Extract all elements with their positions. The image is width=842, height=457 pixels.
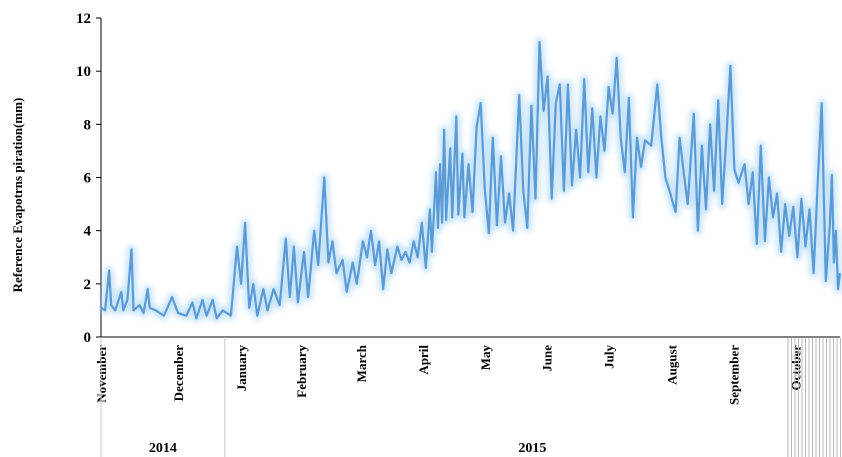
- y-axis-label: Reference Evapotrns piration(mm): [10, 98, 25, 293]
- month-label: September: [727, 345, 742, 405]
- series-line: [100, 40, 842, 320]
- month-label: June: [540, 345, 555, 372]
- y-tick-label: 6: [84, 171, 92, 187]
- month-label: May: [478, 345, 493, 371]
- y-tick-label: 2: [84, 277, 92, 293]
- y-tick-label: 10: [76, 64, 91, 80]
- month-label: March: [354, 344, 369, 382]
- month-label: August: [665, 344, 680, 384]
- month-label: February: [294, 345, 309, 398]
- y-tick-label: 0: [84, 330, 92, 346]
- x-axis: NovemberDecemberJanuaryFebruaryMarchApri…: [94, 336, 841, 457]
- y-axis: 0 2 4 6 8 10 12: [76, 11, 102, 346]
- month-label: January: [234, 345, 249, 392]
- month-label: December: [171, 345, 186, 402]
- month-label: July: [602, 345, 617, 369]
- month-label: October: [788, 345, 803, 391]
- category-band-hatch: [787, 338, 841, 457]
- year-label: 2014: [149, 441, 177, 456]
- series-layer: [98, 37, 842, 323]
- month-label: April: [416, 345, 431, 375]
- y-tick-label: 4: [84, 224, 92, 240]
- y-tick-label: 8: [84, 117, 92, 133]
- year-label: 2015: [518, 441, 546, 456]
- y-tick-label: 12: [76, 11, 91, 27]
